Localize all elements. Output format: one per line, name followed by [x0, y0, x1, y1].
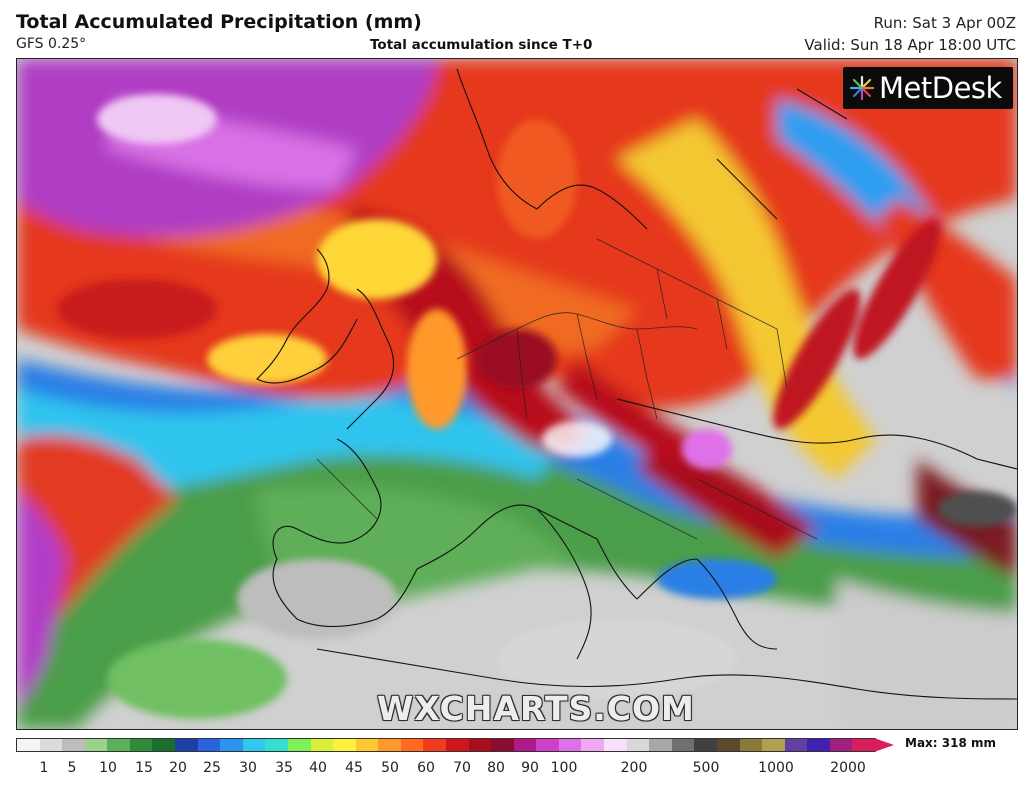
color-scale-segment	[84, 739, 108, 751]
color-scale-segment	[107, 739, 130, 751]
color-scale-segment	[694, 739, 717, 751]
chart-title: Total Accumulated Precipitation (mm)	[16, 11, 422, 33]
color-scale-segment	[558, 739, 582, 751]
color-scale-segment	[581, 739, 605, 751]
color-scale-segment	[536, 739, 559, 751]
color-scale-tick-label: 40	[309, 760, 327, 776]
color-scale-tick-label: 80	[487, 760, 505, 776]
color-scale-tick-label: 35	[275, 760, 293, 776]
precipitation-field	[17, 59, 1017, 729]
map-canvas	[17, 59, 1017, 729]
color-scale-segment	[242, 739, 266, 751]
color-scale-tick-label: 20	[169, 760, 187, 776]
color-scale-tick-label: 100	[550, 760, 578, 776]
country-borders	[316, 238, 818, 540]
color-scale-tick-label: 45	[345, 760, 363, 776]
run-time: Run: Sat 3 Apr 00Z	[873, 14, 1016, 32]
color-scale-segment	[716, 739, 740, 751]
color-scale-tick-label: 30	[239, 760, 257, 776]
precipitation-map[interactable]: MetDesk WXCHARTS.COM	[16, 58, 1018, 730]
color-scale-segment	[310, 739, 334, 751]
color-scale-tick-label: 90	[521, 760, 539, 776]
color-scale-tick-label: 200	[620, 760, 648, 776]
color-scale-tick-label: 1	[39, 760, 49, 776]
color-scale-segment	[445, 739, 469, 751]
color-scale-segment	[513, 739, 537, 751]
color-scale-segment	[265, 739, 288, 751]
color-scale-tick-label: 10	[99, 760, 117, 776]
color-scale-segment	[355, 739, 379, 751]
color-scale-tick-label: 50	[381, 760, 399, 776]
color-scale-segment	[829, 739, 853, 751]
color-scale-segment	[333, 739, 356, 751]
color-scale-segment	[807, 739, 830, 751]
metdesk-logo-text: MetDesk	[879, 71, 1002, 105]
color-scale-segment	[626, 739, 650, 751]
color-scale-tick-label: 500	[692, 760, 720, 776]
color-scale-segment	[287, 739, 311, 751]
color-scale-tick-label: 25	[203, 760, 221, 776]
coastlines	[256, 68, 1017, 700]
color-scale-segment	[671, 739, 695, 751]
color-scale-tick-label: 2000	[830, 760, 866, 776]
color-scale-tick-label: 15	[135, 760, 153, 776]
max-value-label: Max: 318 mm	[905, 736, 996, 750]
color-scale-segment	[604, 739, 627, 751]
color-scale-segment	[62, 739, 85, 751]
color-scale-max-arrow	[874, 738, 894, 752]
model-label: GFS 0.25°	[16, 36, 87, 52]
color-scale-ticks: 1 5 10 15 20 25 30 35 40 45 50 60 70 80 90 100 200 500 100…	[16, 760, 876, 780]
color-scale-segment	[649, 739, 672, 751]
color-scale-segment	[739, 739, 763, 751]
color-scale-tick-label: 5	[67, 760, 77, 776]
color-scale-segment	[17, 739, 40, 751]
color-scale-tick-label: 1000	[758, 760, 794, 776]
precipitation-detail	[57, 94, 1017, 719]
color-scale	[16, 738, 896, 752]
color-scale-segment	[468, 739, 492, 751]
color-scale-segment	[852, 739, 875, 751]
color-scale-segment	[175, 739, 198, 751]
metdesk-logo: MetDesk	[843, 67, 1013, 109]
color-scale-segment	[152, 739, 176, 751]
wxcharts-watermark: WXCHARTS.COM	[377, 689, 695, 728]
color-scale-segment	[762, 739, 785, 751]
color-scale-bar	[16, 738, 876, 752]
color-scale-segment	[378, 739, 401, 751]
color-scale-segment	[197, 739, 221, 751]
color-scale-segment	[39, 739, 63, 751]
chart-subtitle: Total accumulation since T+0	[370, 37, 593, 53]
color-scale-tick-label: 60	[417, 760, 435, 776]
color-scale-segment	[491, 739, 514, 751]
color-scale-segment	[129, 739, 153, 751]
color-scale-segment	[784, 739, 808, 751]
color-scale-segment	[220, 739, 243, 751]
color-scale-segment	[400, 739, 424, 751]
color-scale-segment	[423, 739, 446, 751]
color-scale-tick-label: 70	[453, 760, 471, 776]
valid-time: Valid: Sun 18 Apr 18:00 UTC	[804, 36, 1016, 54]
metdesk-burst-icon	[849, 75, 875, 101]
